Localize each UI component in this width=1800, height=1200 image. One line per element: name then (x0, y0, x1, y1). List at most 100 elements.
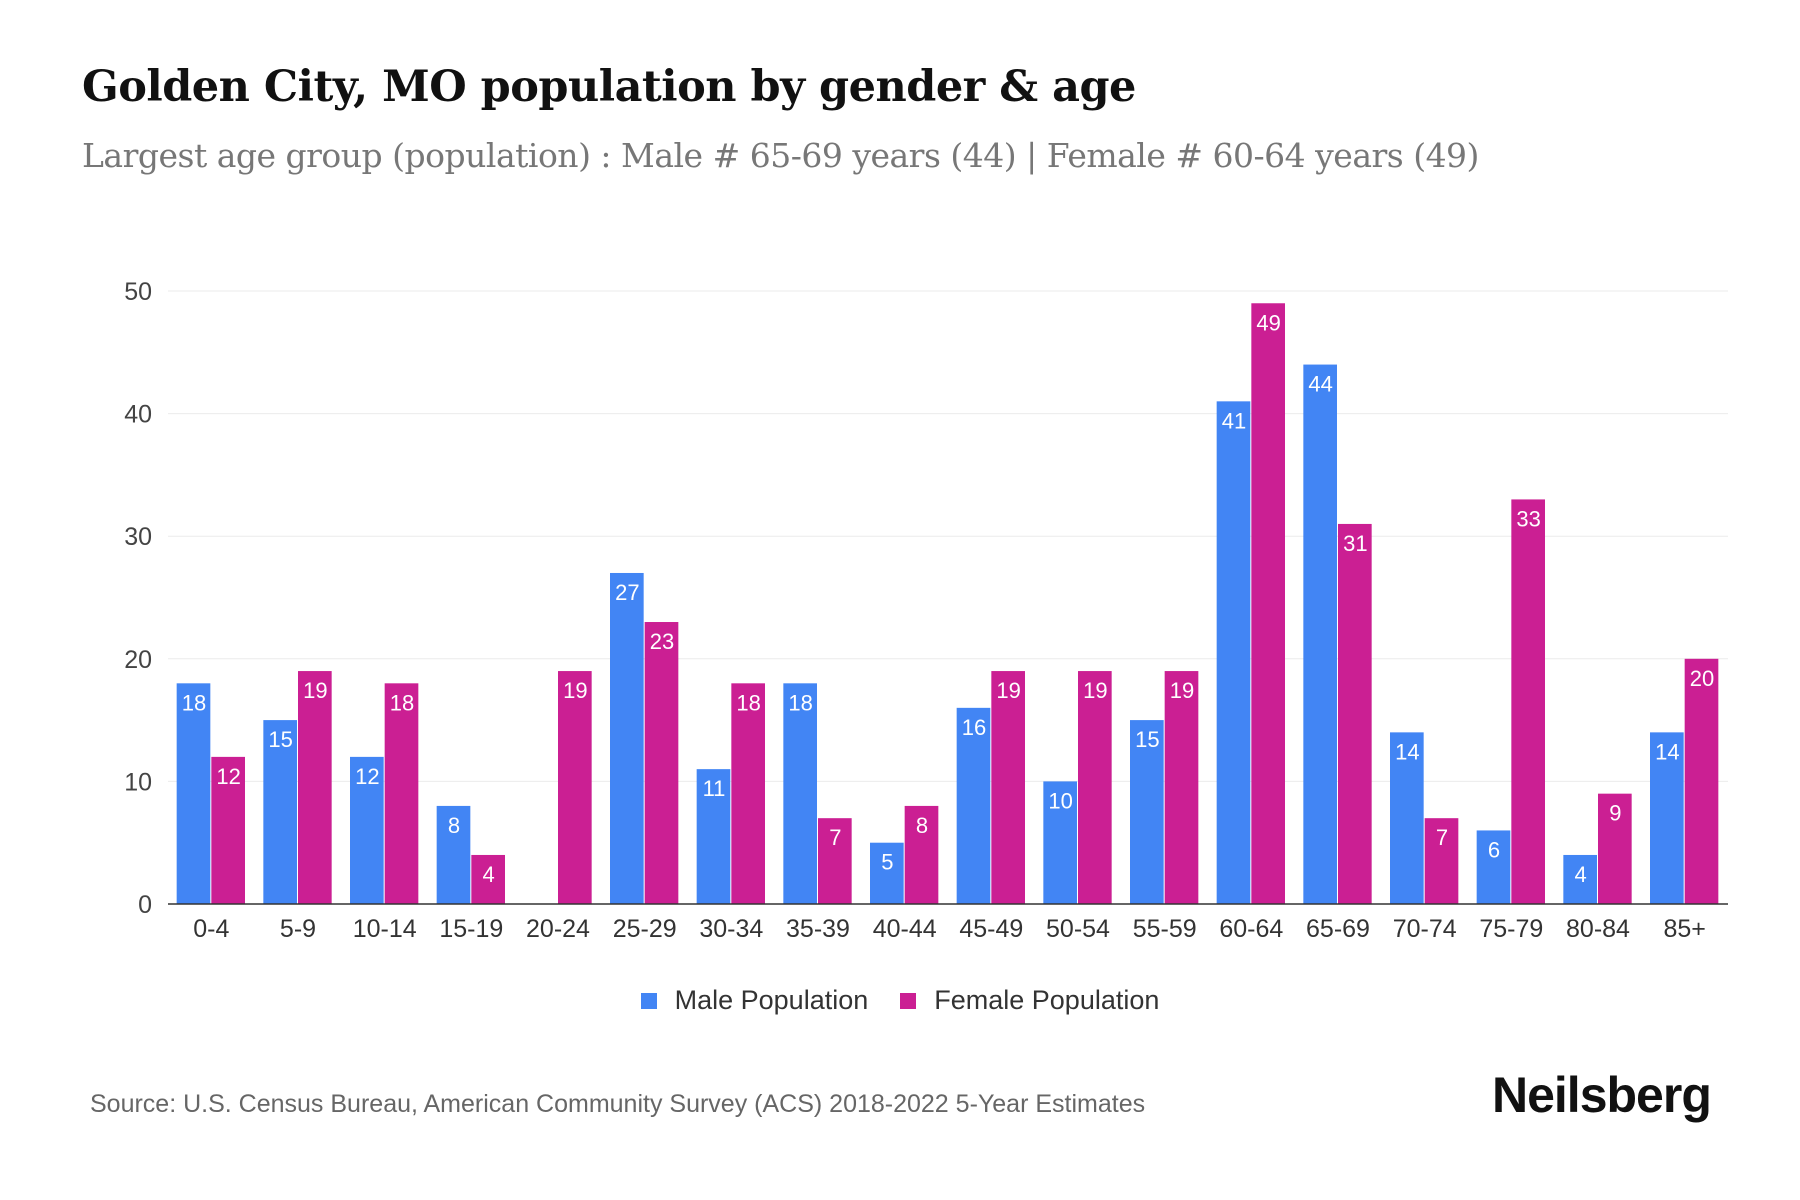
x-tick-label: 15-19 (439, 915, 503, 943)
x-tick-label: 85+ (1663, 915, 1705, 943)
data-label: 5 (881, 850, 893, 875)
bar-male (350, 756, 384, 904)
x-tick-label: 5-9 (280, 915, 316, 943)
legend-item-male[interactable]: Male Population (640, 985, 869, 1016)
legend-label-female: Female Population (934, 985, 1160, 1015)
x-tick-label: 75-79 (1479, 915, 1543, 943)
chart-subtitle: Largest age group (population) : Male # … (82, 136, 1479, 175)
x-tick-label: 60-64 (1219, 915, 1283, 943)
bar-male (263, 720, 297, 904)
data-label: 14 (1395, 739, 1419, 764)
bar-male (870, 842, 904, 904)
bar-female (1598, 793, 1632, 904)
data-label: 7 (829, 825, 841, 850)
data-label: 15 (268, 727, 292, 752)
bar-female (1511, 499, 1545, 904)
bar-female (211, 756, 245, 904)
bar-male (1650, 732, 1684, 904)
bar-female (818, 818, 852, 904)
x-tick-label: 70-74 (1393, 915, 1457, 943)
data-label: 49 (1256, 310, 1280, 335)
bar-female (471, 854, 505, 904)
chart-title: Golden City, MO population by gender & a… (82, 62, 1136, 112)
x-tick-label: 80-84 (1566, 915, 1630, 943)
x-tick-label: 55-59 (1133, 915, 1197, 943)
data-label: 44 (1308, 372, 1332, 397)
bar-male (783, 683, 817, 904)
y-tick-label: 10 (124, 768, 152, 796)
bar-female (1684, 658, 1719, 904)
bar-male (1130, 720, 1164, 904)
x-tick-label: 10-14 (353, 915, 417, 943)
bar-male (1476, 830, 1511, 904)
data-label: 19 (563, 678, 587, 703)
bar-female (1338, 523, 1372, 904)
data-label: 41 (1222, 408, 1246, 433)
bar-male (1563, 854, 1597, 904)
neilsberg-logo: Neilsberg (1492, 1067, 1712, 1123)
x-tick-label: 65-69 (1306, 915, 1370, 943)
data-label: 27 (615, 580, 639, 605)
bar-male (696, 769, 731, 904)
x-tick-label: 0-4 (193, 915, 229, 943)
y-tick-label: 30 (124, 523, 152, 551)
data-label: 33 (1516, 506, 1540, 531)
bar-male (176, 683, 211, 904)
bar-female (644, 622, 679, 904)
bar-female (558, 671, 592, 904)
data-label: 6 (1488, 837, 1500, 862)
y-tick-label: 0 (138, 891, 152, 919)
data-label: 19 (1083, 678, 1107, 703)
data-label: 12 (216, 764, 240, 789)
bar-female (991, 671, 1025, 904)
data-label: 18 (182, 690, 206, 715)
bar-female (731, 683, 765, 904)
y-tick-label: 40 (124, 401, 152, 429)
data-label: 18 (788, 690, 812, 715)
x-tick-label: 40-44 (873, 915, 937, 943)
source-note: Source: U.S. Census Bureau, American Com… (90, 1090, 1146, 1118)
x-tick-label: 30-34 (699, 915, 763, 943)
data-label: 16 (962, 715, 986, 740)
data-label: 19 (996, 678, 1020, 703)
legend: Male Population Female Population (0, 985, 1800, 1016)
bar-male (1303, 364, 1337, 904)
x-tick-label: 35-39 (786, 915, 850, 943)
bar-male (1390, 732, 1424, 904)
bar-female (384, 683, 419, 904)
bar-female (1164, 671, 1199, 904)
bar-male (1043, 781, 1077, 904)
x-tick-label: 45-49 (959, 915, 1023, 943)
legend-label-male: Male Population (674, 985, 869, 1015)
data-label: 8 (916, 813, 928, 838)
bar-male (436, 805, 471, 904)
data-label: 8 (448, 813, 460, 838)
bar-female (1078, 671, 1112, 904)
data-label: 7 (1436, 825, 1448, 850)
legend-swatch-female (900, 992, 917, 1009)
bar-male (956, 707, 991, 904)
data-label: 15 (1135, 727, 1159, 752)
bar-male (610, 572, 644, 904)
legend-swatch-male (640, 992, 657, 1009)
bar-female (904, 805, 939, 904)
data-label: 10 (1048, 788, 1072, 813)
x-tick-label: 50-54 (1046, 915, 1110, 943)
x-tick-label: 20-24 (526, 915, 590, 943)
data-label: 18 (390, 690, 414, 715)
y-tick-label: 50 (124, 278, 152, 306)
bar-female (1251, 303, 1285, 904)
data-label: 19 (1170, 678, 1194, 703)
data-label: 20 (1690, 666, 1714, 691)
legend-item-female[interactable]: Female Population (900, 985, 1159, 1016)
data-label: 9 (1609, 801, 1621, 826)
data-label: 12 (355, 764, 379, 789)
y-tick-label: 20 (124, 646, 152, 674)
data-label: 4 (1575, 862, 1587, 887)
data-label: 11 (703, 776, 726, 801)
data-label: 19 (303, 678, 327, 703)
data-label: 4 (483, 862, 495, 887)
bar-male (1216, 401, 1251, 904)
data-label: 31 (1343, 531, 1367, 556)
